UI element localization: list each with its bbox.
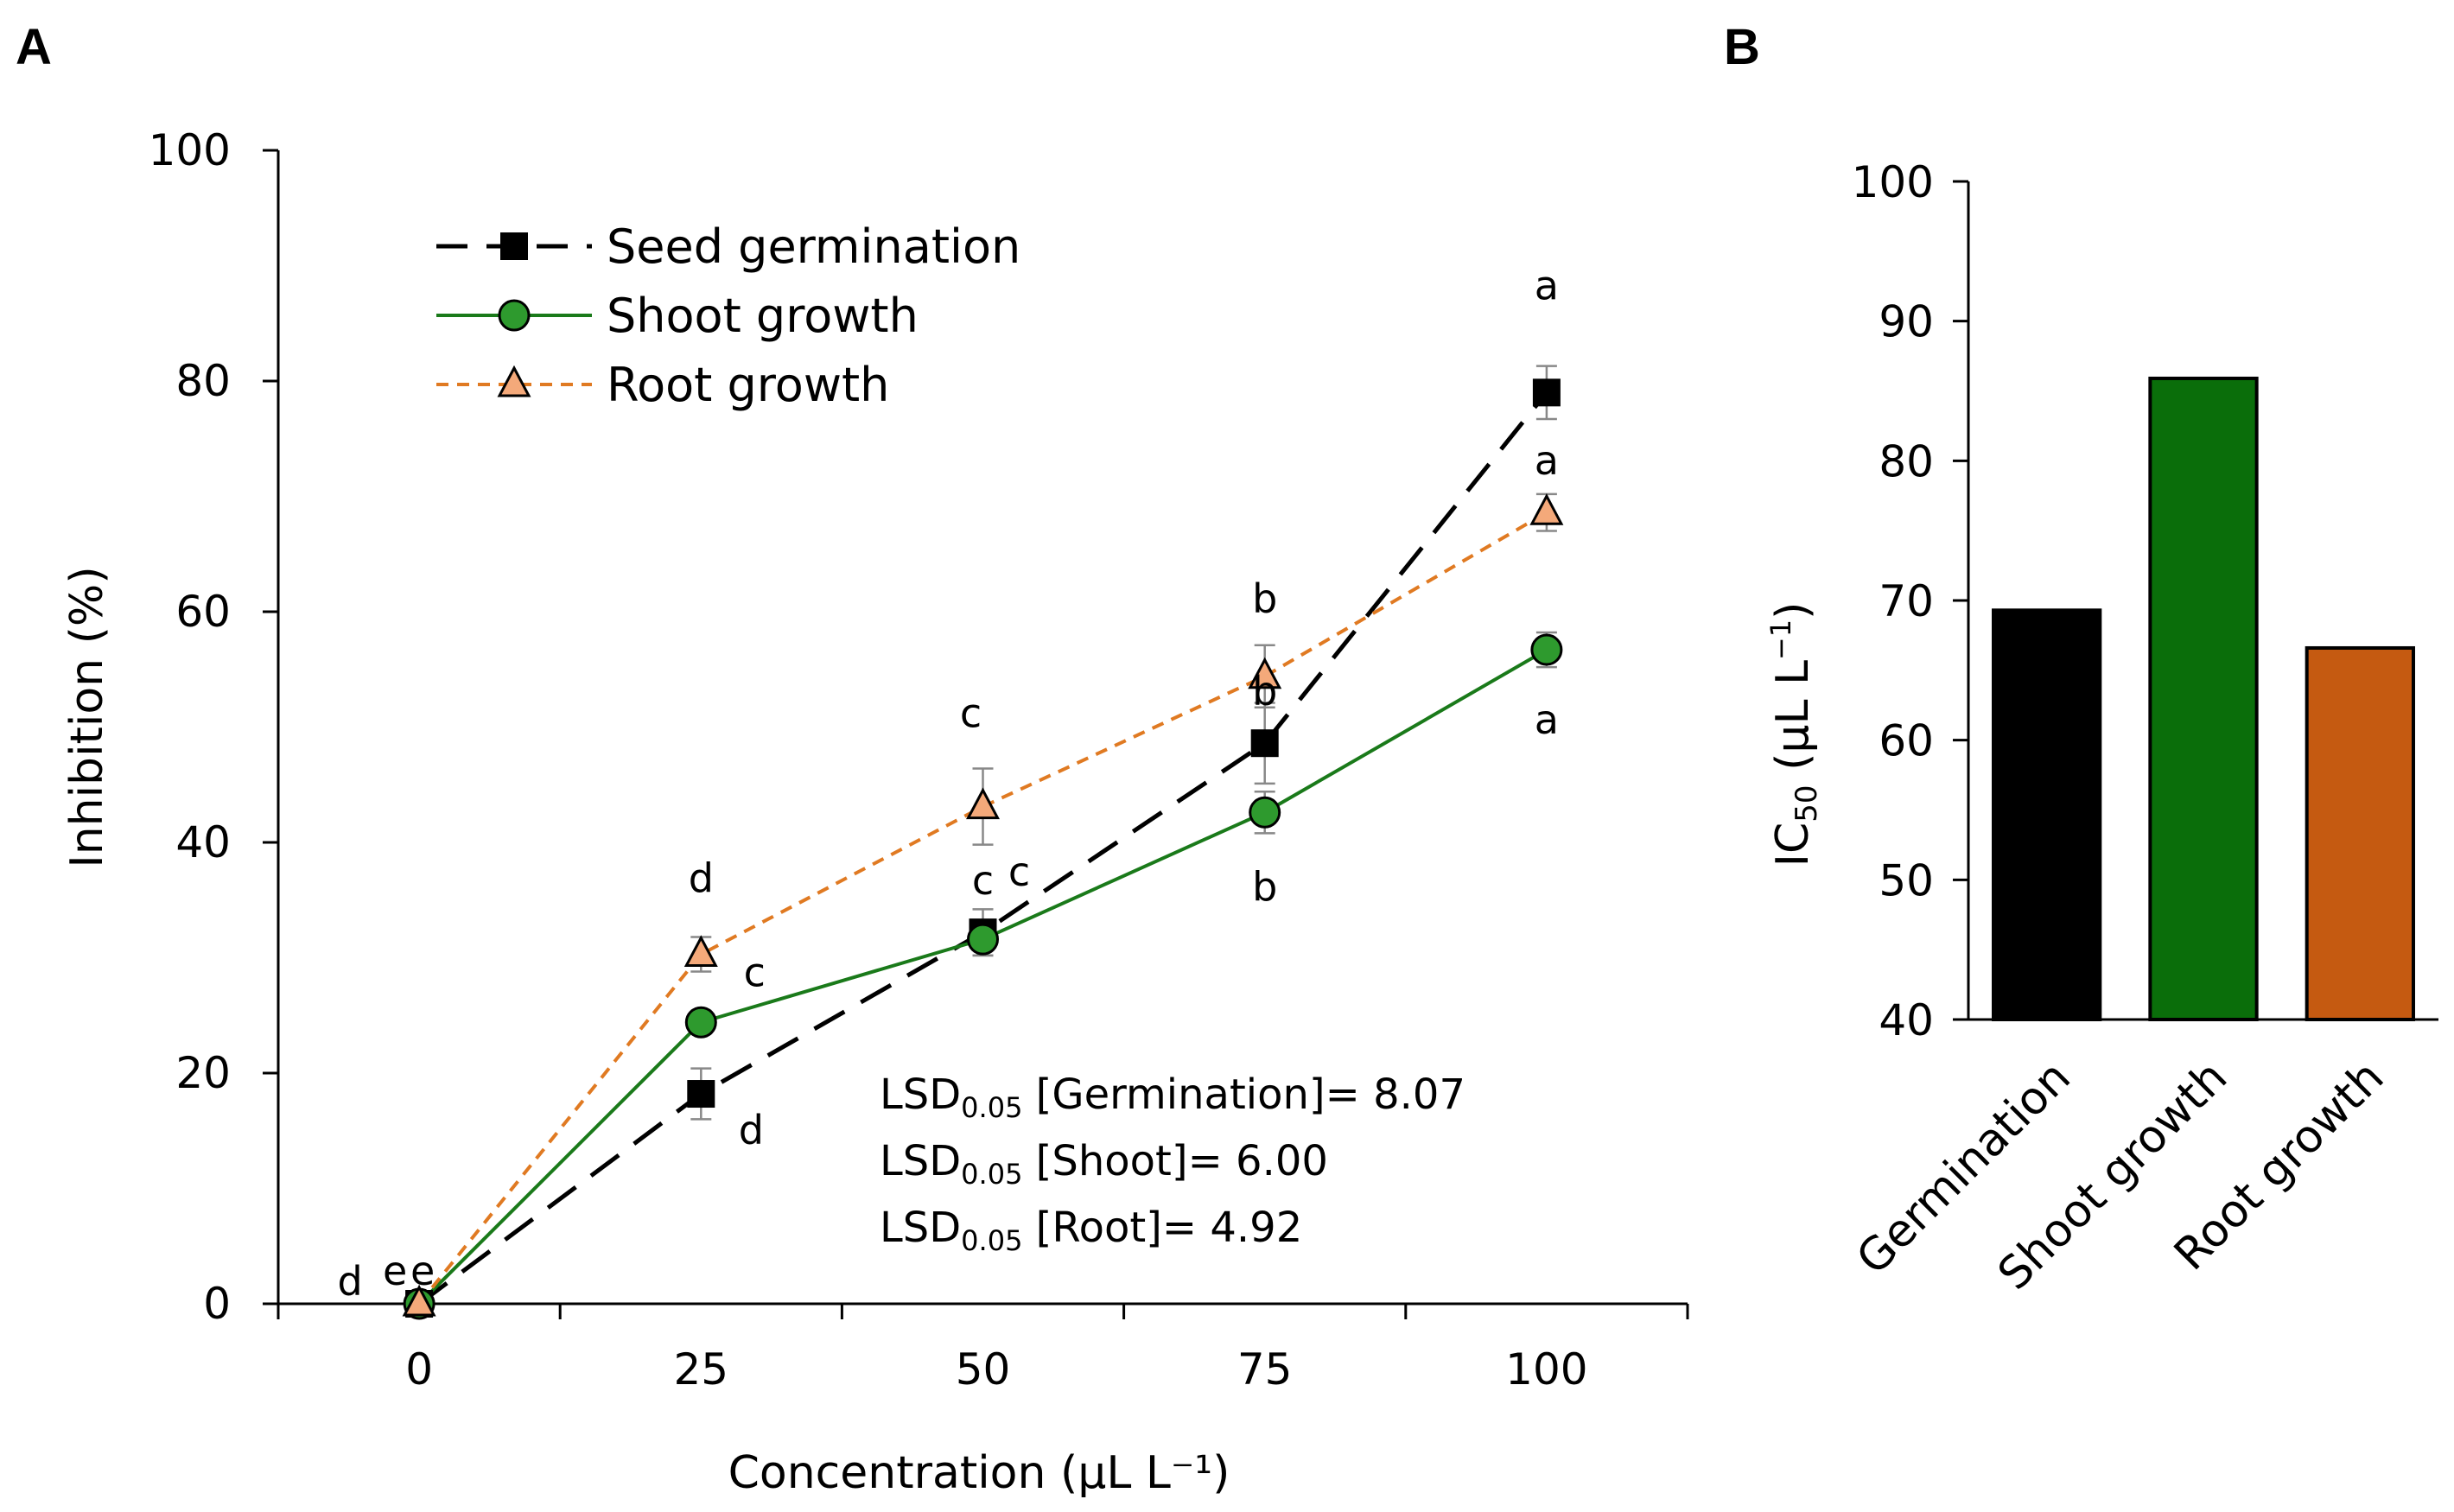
panel-a-y-tick-label: 100 <box>149 125 231 175</box>
panel-b-y-axis-title: IC50 (µL L−1) <box>1764 602 1824 867</box>
panel-a-y-tick-label: 80 <box>175 356 231 406</box>
panel-b-y-tick-label: 90 <box>1879 297 1934 347</box>
panel-a-series <box>402 365 1564 1320</box>
significance-letter: c <box>972 857 994 904</box>
significance-letter: d <box>689 854 714 901</box>
data-point-0-1 <box>687 1080 715 1109</box>
bar-root-growth <box>2305 645 2415 1021</box>
data-point-1-3 <box>1249 796 1281 829</box>
panel-a-x-tick-label: 25 <box>673 1344 728 1394</box>
significance-letter: b <box>1252 575 1277 622</box>
panel-b-bars <box>1992 376 2415 1021</box>
significance-letter: b <box>1252 668 1277 715</box>
lsd-annotation-2: LSD0.05 [Root]= 4.92 <box>880 1204 1302 1257</box>
legend-marker-2 <box>497 365 531 397</box>
data-point-1-1 <box>684 1006 717 1039</box>
bar-shoot-growth <box>2148 376 2259 1021</box>
significance-letter: c <box>960 690 982 737</box>
panel-b-y-tick-label: 50 <box>1879 855 1934 905</box>
data-point-2-4 <box>1529 492 1564 525</box>
panel-a-tick-labels: 0 20 40 60 80 100 0 25 50 75 100 <box>149 125 1588 1394</box>
data-point-2-2 <box>966 787 1000 820</box>
panel-a-x-tick-label: 50 <box>956 1344 1011 1394</box>
data-point-0-4 <box>1532 378 1561 407</box>
panel-a-y-tick-label: 40 <box>175 817 231 867</box>
panel-b-tick-labels: 40 50 60 70 80 90 100 <box>1852 157 1934 1045</box>
panel-a-y-tick-label: 0 <box>203 1279 231 1329</box>
panel-b-label: B <box>1724 19 1760 75</box>
legend-marker-0 <box>500 232 528 260</box>
series-line-1 <box>417 648 1548 1306</box>
data-point-2-0 <box>402 1284 436 1317</box>
significance-letter: a <box>1535 696 1559 743</box>
legend-label-0: Seed germination <box>607 219 1020 274</box>
lsd-annotation-0: LSD0.05 [Germination]= 8.07 <box>880 1070 1465 1124</box>
panel-b-y-tick-label: 70 <box>1879 576 1934 626</box>
significance-letter: e <box>383 1248 407 1294</box>
panel-a-legend: Seed germination Shoot growth Root growth <box>436 219 1020 412</box>
legend-label-2: Root growth <box>607 358 889 412</box>
lsd-annotation-1: LSD0.05 [Shoot]= 6.00 <box>880 1137 1328 1191</box>
panel-a-label: A <box>16 19 52 75</box>
panel-a-x-tick-label: 100 <box>1505 1344 1587 1394</box>
significance-letter: c <box>744 949 766 995</box>
panel-a-y-tick-label: 20 <box>175 1048 231 1098</box>
panel-a-axes <box>263 149 1689 1319</box>
panel-b-y-tick-label: 60 <box>1879 716 1934 766</box>
significance-letter: e <box>410 1248 435 1294</box>
data-point-2-3 <box>1248 657 1282 689</box>
panel-a-x-tick-label: 0 <box>405 1344 433 1394</box>
series-line-2 <box>417 511 1548 1306</box>
significance-letter: a <box>1535 262 1559 308</box>
panel-a-lsd-annotations: LSD0.05 [Germination]= 8.07 LSD0.05 [Shoo… <box>880 1070 1465 1257</box>
significance-letter: b <box>1252 863 1277 910</box>
panel-a-x-tick-label: 75 <box>1237 1344 1293 1394</box>
significance-letter: a <box>1535 437 1559 484</box>
panel-a-y-tick-label: 60 <box>175 587 231 637</box>
legend-marker-1 <box>498 299 531 332</box>
significance-letter: d <box>337 1258 362 1305</box>
significance-letter: c <box>1008 848 1030 895</box>
bar-germination <box>1992 608 2102 1021</box>
panel-a-x-axis-title: Concentration (µL L⁻¹) <box>728 1447 1230 1499</box>
significance-letter: d <box>739 1107 764 1153</box>
data-point-1-2 <box>967 923 999 956</box>
panel-b-y-tick-label: 40 <box>1879 995 1934 1045</box>
panel-a-y-axis-title: Inhibition (%) <box>61 566 113 867</box>
data-point-1-4 <box>1530 633 1563 666</box>
panel-a-line-chart: 0 20 40 60 80 100 0 25 50 75 100 Concentration (µL… <box>61 125 1689 1499</box>
data-point-0-3 <box>1250 729 1279 758</box>
legend-label-1: Shoot growth <box>607 289 919 343</box>
panel-b-y-tick-label: 100 <box>1852 157 1934 207</box>
data-point-2-1 <box>683 935 718 967</box>
panel-b-y-tick-label: 80 <box>1879 436 1934 486</box>
